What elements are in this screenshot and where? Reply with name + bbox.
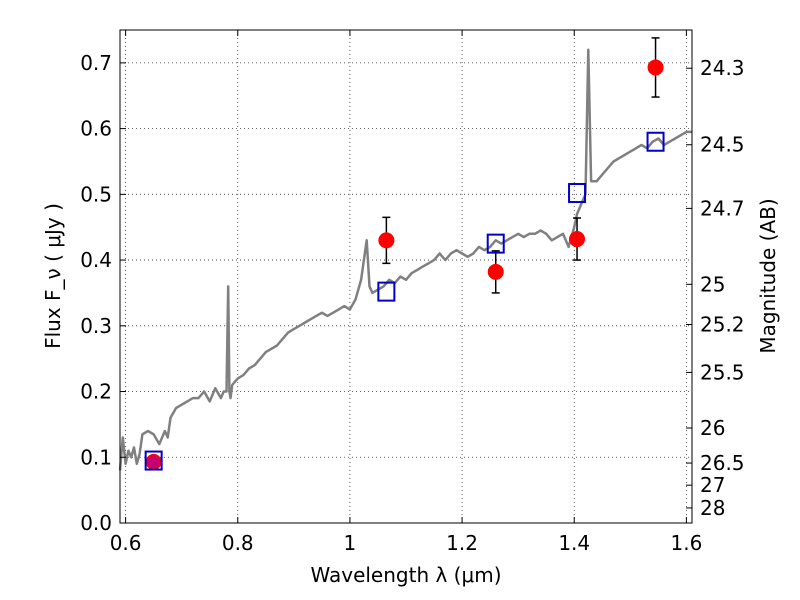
mag-tick-label: 24.5: [700, 133, 745, 157]
x-tick-label: 1.2: [446, 531, 478, 555]
plot-frame: [119, 29, 693, 524]
mag-tick-label: 26.5: [700, 451, 745, 475]
y-tick-label: 0.7: [80, 51, 112, 75]
spectrum-line: [118, 48, 692, 471]
mag-tick-label: 28: [700, 496, 725, 520]
y2-axis-label: Magnitude (AB): [756, 198, 780, 353]
x-axis-label: Wavelength λ (μm): [310, 563, 501, 587]
overlap-marker: [147, 455, 160, 468]
mag-tick-label: 24.3: [700, 56, 745, 80]
mag-tick-label: 26: [700, 416, 725, 440]
mag-tick-label: 27: [700, 473, 725, 497]
photometry-point: [378, 232, 395, 249]
photometry-point: [487, 263, 504, 280]
y-axis-label: Flux F_ν ( μJy ): [41, 203, 65, 349]
mag-tick-label: 25.2: [700, 312, 745, 336]
photometry-point: [569, 231, 586, 248]
x-tick-label: 1: [344, 531, 357, 555]
y-tick-label: 0.6: [80, 117, 112, 141]
mag-tick-label: 25.5: [700, 360, 745, 384]
y-tick-label: 0.3: [80, 314, 112, 338]
model-squares: [144, 131, 665, 471]
mag-tick-label: 25: [700, 272, 725, 296]
y-tick-label: 0.4: [80, 248, 112, 272]
x-tick-label: 1.4: [558, 531, 590, 555]
y-tick-label: 0.1: [80, 445, 112, 469]
mag-tick-label: 24.7: [700, 196, 745, 220]
x-tick-label: 1.6: [670, 531, 702, 555]
model-square: [144, 450, 163, 471]
x-tick-label: 0.6: [110, 531, 142, 555]
spectrum-layer: [118, 48, 692, 471]
photometry-point: [647, 59, 664, 76]
axis-ticks: [120, 30, 692, 524]
model-square: [377, 281, 396, 302]
x-tick-label: 0.8: [222, 531, 254, 555]
tick-labels: 0.6 0.8 1 1.2 1.4 1.6 0.0 0.1 0.2 0.3 0.4 0.5 0.6 0.7…: [80, 51, 744, 555]
y-tick-label: 0.5: [80, 182, 112, 206]
y-tick-label: 0.2: [80, 380, 112, 404]
model-square: [486, 233, 505, 254]
y-tick-label: 0.0: [80, 511, 112, 535]
model-square: [646, 131, 665, 152]
errorbar-layer: [149, 37, 660, 468]
grid: [120, 30, 692, 523]
model-square: [568, 183, 587, 204]
